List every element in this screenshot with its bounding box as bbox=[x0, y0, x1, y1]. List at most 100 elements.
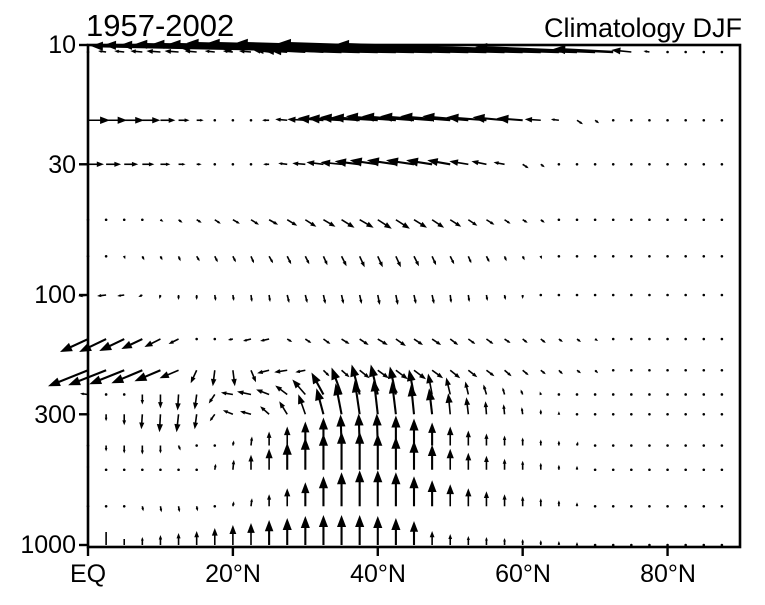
zero-vector-dot bbox=[702, 51, 705, 54]
zero-vector-dot bbox=[702, 119, 705, 122]
zero-vector-dot bbox=[702, 255, 705, 258]
zero-vector-dot bbox=[666, 51, 669, 54]
flux-arrow-head bbox=[301, 516, 310, 528]
zero-vector-dot bbox=[721, 505, 724, 508]
flux-arrow-head bbox=[485, 537, 488, 541]
zero-vector-dot bbox=[594, 544, 597, 547]
flux-arrow-head bbox=[437, 222, 444, 228]
zero-vector-dot bbox=[684, 119, 687, 122]
zero-vector-dot bbox=[141, 218, 144, 221]
flux-arrow-head bbox=[558, 411, 561, 415]
zero-vector-dot bbox=[666, 444, 669, 447]
flux-arrow-head bbox=[367, 157, 380, 166]
flux-arrow-head bbox=[426, 388, 435, 400]
zero-vector-dot bbox=[666, 505, 669, 508]
zero-vector-dot bbox=[648, 119, 651, 122]
flux-arrow-head bbox=[265, 520, 274, 531]
flux-arrow-head bbox=[240, 411, 245, 415]
flux-arrow-head bbox=[144, 341, 153, 347]
zero-vector-dot bbox=[612, 338, 615, 341]
zero-vector-dot bbox=[558, 393, 561, 396]
zero-vector-dot bbox=[684, 218, 687, 221]
zero-vector-dot bbox=[159, 468, 162, 471]
zero-vector-dot bbox=[594, 444, 597, 447]
flux-arrow-head bbox=[159, 450, 162, 454]
zero-vector-dot bbox=[702, 505, 705, 508]
flux-arrow-head bbox=[91, 42, 103, 51]
flux-arrow-head bbox=[355, 470, 364, 482]
zero-vector-dot bbox=[702, 444, 705, 447]
zero-vector-dot bbox=[630, 393, 633, 396]
flux-arrow-head bbox=[193, 402, 198, 409]
zero-vector-dot bbox=[105, 255, 108, 258]
flux-arrow-head bbox=[332, 113, 344, 122]
zero-vector-dot bbox=[648, 413, 651, 416]
zero-vector-dot bbox=[213, 163, 216, 166]
zero-vector-dot bbox=[666, 544, 669, 547]
zero-vector-dot bbox=[141, 468, 144, 471]
zero-vector-dot bbox=[87, 444, 90, 447]
flux-arrow-head bbox=[430, 531, 435, 537]
flux-arrow-head bbox=[355, 515, 364, 527]
zero-vector-dot bbox=[612, 163, 615, 166]
flux-arrow-head bbox=[521, 496, 524, 501]
flux-arrow-head bbox=[428, 445, 437, 456]
flux-arrow-head bbox=[503, 494, 507, 499]
flux-arrow-head bbox=[594, 338, 598, 341]
flux-arrow-head bbox=[232, 297, 235, 301]
flux-arrow-head bbox=[278, 162, 282, 165]
title-period: 1957-2002 bbox=[86, 8, 234, 43]
zero-vector-dot bbox=[594, 413, 597, 416]
zero-vector-dot bbox=[213, 338, 216, 341]
zero-vector-dot bbox=[702, 294, 705, 297]
flux-arrow-head bbox=[525, 117, 532, 122]
zero-vector-dot bbox=[87, 218, 90, 221]
zero-vector-dot bbox=[630, 444, 633, 447]
flux-arrow-head bbox=[350, 364, 359, 377]
flux-arrow-head bbox=[194, 531, 199, 537]
flux-arrow-head bbox=[521, 296, 524, 300]
flux-arrow-head bbox=[287, 299, 290, 303]
flux-arrow-head bbox=[409, 419, 418, 431]
flux-arrow-head bbox=[467, 536, 470, 540]
zero-vector-dot bbox=[648, 294, 651, 297]
flux-arrow-head bbox=[384, 222, 392, 228]
zero-vector-dot bbox=[105, 218, 108, 221]
zero-vector-dot bbox=[612, 544, 615, 547]
zero-vector-dot bbox=[558, 255, 561, 258]
flux-arrow-head bbox=[446, 393, 453, 403]
zero-vector-dot bbox=[594, 218, 597, 221]
flux-arrow-head bbox=[248, 455, 253, 462]
flux-arrow-head bbox=[214, 464, 217, 468]
flux-arrow-head bbox=[347, 222, 354, 228]
flux-arrow-head bbox=[311, 372, 320, 384]
flux-arrow-head bbox=[159, 295, 162, 299]
flux-arrow-head bbox=[141, 450, 144, 454]
y-tick-label: 10 bbox=[48, 31, 76, 59]
flux-arrow-head bbox=[373, 414, 382, 426]
flux-arrow-head bbox=[141, 537, 144, 541]
flux-arrow-head bbox=[169, 340, 174, 344]
zero-vector-dot bbox=[123, 505, 126, 508]
zero-vector-dot bbox=[630, 544, 633, 547]
zero-vector-dot bbox=[666, 119, 669, 122]
zero-vector-dot bbox=[630, 294, 633, 297]
flux-arrow-head bbox=[132, 162, 138, 167]
flux-arrow-head bbox=[643, 50, 647, 53]
flux-arrow-head bbox=[214, 297, 217, 301]
zero-vector-dot bbox=[594, 393, 597, 396]
zero-vector-dot bbox=[612, 413, 615, 416]
zero-vector-dot bbox=[648, 218, 651, 221]
flux-arrow-head bbox=[223, 410, 228, 414]
flux-arrow-head bbox=[576, 466, 579, 470]
zero-vector-dot bbox=[539, 294, 542, 297]
flux-arrow-head bbox=[141, 508, 144, 512]
zero-vector-dot bbox=[702, 218, 705, 221]
zero-vector-dot bbox=[702, 544, 705, 547]
zero-vector-dot bbox=[666, 468, 669, 471]
flux-arrow-head bbox=[539, 498, 542, 502]
flux-arrow-head bbox=[447, 449, 454, 458]
flux-arrow-head bbox=[122, 420, 126, 425]
zero-vector-dot bbox=[576, 255, 579, 258]
x-tick-label: EQ bbox=[70, 560, 106, 588]
